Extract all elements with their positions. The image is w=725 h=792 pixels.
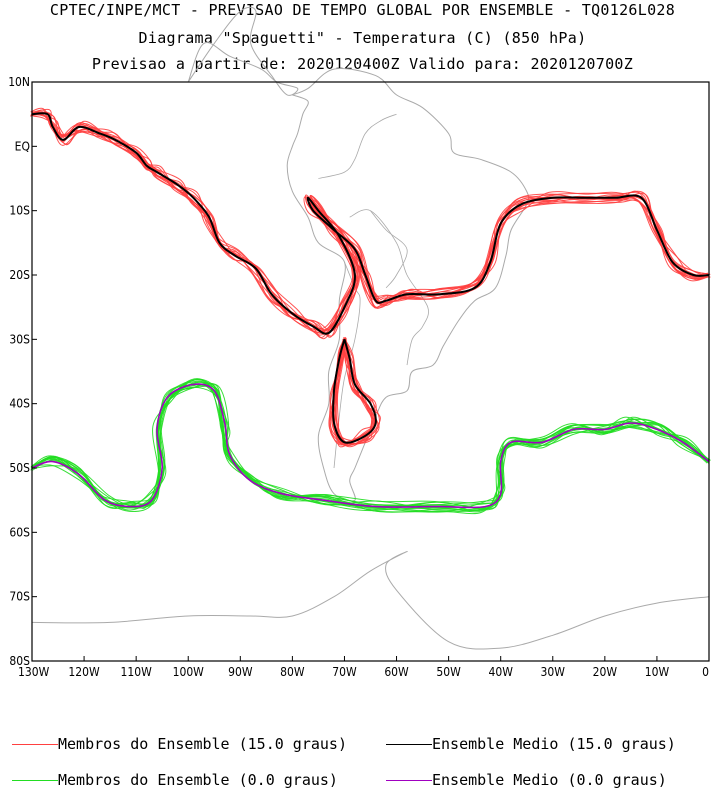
legend-label-members-0: Membros do Ensemble (0.0 graus) bbox=[58, 771, 338, 789]
y-tick-label-1: EQ bbox=[15, 139, 30, 153]
x-tick-label-7: 60W bbox=[384, 665, 409, 679]
x-tick-label-4: 90W bbox=[228, 665, 253, 679]
x-tick-label-2: 110W bbox=[121, 665, 153, 679]
chart-title-line-1: CPTEC/INPE/MCT - PREVISAO DE TEMPO GLOBA… bbox=[49, 1, 676, 19]
ensemble-member-2-11 bbox=[30, 379, 709, 515]
y-axis-ticks: 10N EQ 10S 20S 30S 40S 50S 60S 70S 80S bbox=[8, 75, 37, 668]
x-tick-label-6: 70W bbox=[332, 665, 357, 679]
coastline-central-america bbox=[187, 6, 299, 96]
x-tick-label-12: 10W bbox=[645, 665, 670, 679]
coastline-layer bbox=[31, 6, 710, 650]
y-tick-label-0: 10N bbox=[8, 75, 30, 89]
ensemble-member-0-6 bbox=[30, 112, 711, 334]
y-tick-label-7: 60S bbox=[9, 525, 30, 539]
ensemble-mean-layer bbox=[31, 112, 710, 509]
x-axis-ticks: 130W 120W 110W 100W 90W 80W 70W 60W 50W 40W 30W 20W… bbox=[18, 656, 710, 679]
legend-label-members-15: Membros do Ensemble (15.0 graus) bbox=[58, 735, 347, 753]
y-tick-label-2: 10S bbox=[9, 204, 30, 218]
y-tick-label-5: 40S bbox=[9, 397, 30, 411]
x-tick-label-13: 0 bbox=[702, 665, 709, 679]
ensemble-member-1-9 bbox=[334, 341, 380, 442]
ensemble-mean-line-1 bbox=[332, 339, 377, 444]
y-tick-label-6: 50S bbox=[9, 461, 30, 475]
x-tick-label-1: 120W bbox=[68, 665, 100, 679]
x-tick-label-0: 130W bbox=[18, 665, 50, 679]
legend-label-mean-0: Ensemble Medio (0.0 graus) bbox=[432, 771, 667, 789]
x-tick-label-10: 30W bbox=[541, 665, 566, 679]
legend-swatch-mean-15 bbox=[386, 744, 432, 745]
x-tick-label-3: 100W bbox=[173, 665, 205, 679]
coastline-south-america bbox=[286, 68, 530, 502]
legend-swatch-members-15 bbox=[12, 744, 58, 745]
ensemble-members-layer bbox=[30, 107, 711, 515]
ensemble-member-2-13 bbox=[31, 386, 709, 513]
ensemble-member-0-1 bbox=[30, 107, 708, 340]
country-border-2 bbox=[318, 113, 397, 179]
x-tick-label-9: 40W bbox=[488, 665, 513, 679]
y-tick-label-9: 80S bbox=[9, 654, 30, 668]
ensemble-member-1-11 bbox=[335, 338, 378, 444]
ensemble-mean-line-2 bbox=[31, 383, 710, 509]
ensemble-member-0-4 bbox=[31, 112, 710, 335]
legend-label-mean-15: Ensemble Medio (15.0 graus) bbox=[432, 735, 676, 753]
ensemble-mean-line-0 bbox=[31, 112, 710, 335]
y-tick-label-8: 70S bbox=[9, 590, 30, 604]
coastline-antarctica bbox=[31, 551, 710, 650]
x-tick-label-5: 80W bbox=[280, 665, 305, 679]
country-border-3 bbox=[370, 210, 408, 289]
legend-swatch-mean-0 bbox=[386, 780, 432, 781]
legend-swatch-members-0 bbox=[12, 780, 58, 781]
y-tick-label-3: 20S bbox=[9, 268, 30, 282]
x-tick-label-8: 50W bbox=[436, 665, 461, 679]
plot-frame bbox=[31, 81, 710, 662]
x-tick-label-11: 20W bbox=[593, 665, 618, 679]
y-tick-label-4: 30S bbox=[9, 332, 30, 346]
ensemble-member-2-12 bbox=[30, 384, 709, 513]
chart-title-line-3: Previsao a partir de: 2020120400Z Valido… bbox=[91, 55, 634, 73]
